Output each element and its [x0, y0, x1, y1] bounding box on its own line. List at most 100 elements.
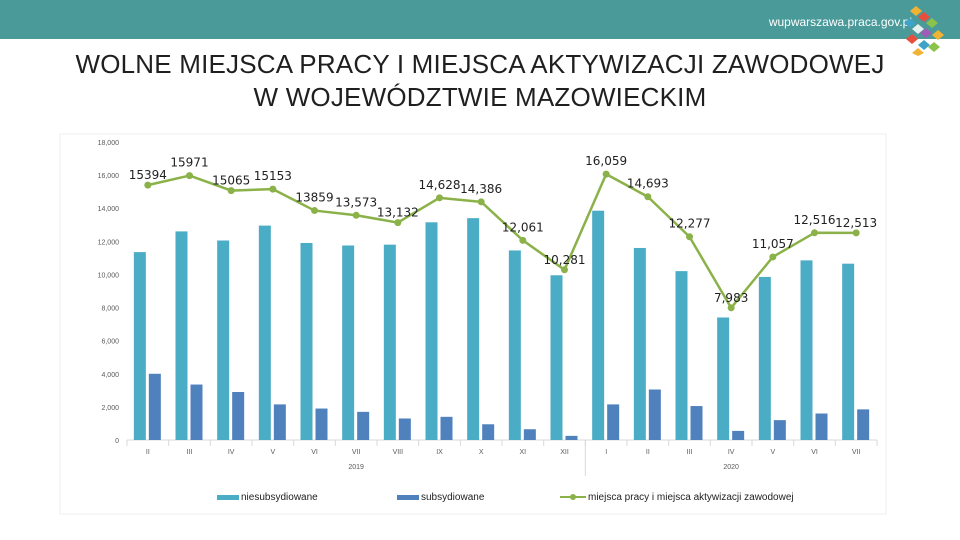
data-label: 10,281 [544, 253, 586, 267]
page-title: WOLNE MIEJSCA PRACY I MIEJSCA AKTYWIZACJ… [70, 48, 890, 114]
legend-swatch-miejsca [560, 493, 586, 501]
x-tick-label: V [270, 449, 275, 456]
bar-niesubsydiowane [300, 242, 313, 440]
line-point [811, 229, 818, 237]
data-label: 15065 [212, 174, 250, 188]
data-label: 15153 [254, 169, 292, 183]
x-tick-label: VIII [393, 449, 404, 456]
data-label: 15394 [129, 168, 167, 182]
data-label: 12,061 [502, 220, 544, 234]
line-point [436, 194, 443, 202]
y-tick-label: 6,000 [101, 339, 119, 346]
group-label: 2019 [348, 464, 364, 471]
data-label: 12,516 [794, 213, 836, 227]
y-tick-label: 8,000 [101, 306, 119, 313]
legend-swatch-subsydiowane [397, 494, 419, 500]
data-label: 12,513 [835, 216, 877, 230]
x-tick-label: V [770, 449, 775, 456]
data-label: 14,386 [460, 182, 502, 196]
bar-subsydiowane [773, 420, 786, 440]
bar-niesubsydiowane [258, 225, 271, 440]
line-point [519, 236, 527, 244]
bar-subsydiowane [482, 424, 495, 440]
bar-niesubsydiowane [633, 247, 646, 440]
header-bar: wupwarszawa.praca.gov.pl [0, 0, 960, 39]
bar-subsydiowane [523, 429, 536, 440]
line-point [227, 187, 235, 195]
site-url[interactable]: wupwarszawa.praca.gov.pl [768, 15, 912, 29]
data-label: 13,573 [335, 195, 377, 209]
data-label: 12,277 [669, 217, 711, 231]
x-tick-label: III [187, 449, 193, 456]
x-tick-label: VI [311, 449, 318, 456]
bar-niesubsydiowane [467, 218, 480, 440]
line-point [144, 181, 152, 189]
data-label: 16,059 [585, 154, 627, 168]
line-point [561, 266, 568, 274]
x-tick-label: VII [852, 449, 861, 456]
legend-item-miejsca: miejsca pracy i miejsca aktywizacji zawo… [560, 489, 794, 505]
y-tick-label: 0 [115, 438, 119, 445]
group-label: 2020 [723, 464, 739, 471]
line-point [477, 198, 485, 206]
logo-icon [904, 6, 944, 56]
line-point [769, 253, 777, 261]
data-label: 11,057 [752, 237, 794, 251]
bar-subsydiowane [648, 389, 661, 440]
x-tick-label: II [646, 449, 650, 456]
bar-subsydiowane [148, 373, 161, 440]
line-point [727, 304, 735, 312]
line-point [644, 193, 652, 201]
bar-niesubsydiowane [342, 245, 355, 440]
bar-subsydiowane [273, 404, 286, 440]
bar-subsydiowane [440, 416, 453, 440]
legend-label-miejsca: miejsca pracy i miejsca aktywizacji zawo… [588, 491, 794, 503]
x-tick-label: IV [728, 449, 735, 456]
x-tick-label: VI [811, 449, 818, 456]
x-tick-label: IX [436, 449, 443, 456]
bar-niesubsydiowane [842, 263, 855, 440]
data-label: 14,628 [419, 178, 461, 192]
x-tick-label: X [479, 449, 484, 456]
bar-niesubsydiowane [175, 231, 188, 440]
title-line-1: WOLNE MIEJSCA PRACY I MIEJSCA AKTYWIZACJ… [75, 49, 885, 79]
bar-niesubsydiowane [133, 252, 146, 440]
data-label: 14,693 [627, 177, 669, 191]
bar-niesubsydiowane [217, 240, 230, 440]
bar-subsydiowane [357, 411, 370, 440]
line-point [186, 172, 193, 180]
x-tick-label: XI [520, 449, 527, 456]
x-tick-label: III [687, 449, 693, 456]
line-point [269, 185, 277, 193]
bar-niesubsydiowane [425, 222, 438, 440]
bar-niesubsydiowane [383, 244, 396, 440]
bar-subsydiowane [732, 430, 745, 440]
line-point [352, 211, 360, 219]
data-label: 13,132 [377, 206, 419, 220]
bar-subsydiowane [565, 435, 578, 440]
line-series-miejsca [147, 172, 857, 310]
bar-niesubsydiowane [758, 276, 771, 440]
legend-label-niesubsydiowane: niesubsydiowane [241, 491, 318, 503]
data-label: 13859 [295, 191, 333, 205]
y-tick-label: 18,000 [98, 140, 120, 147]
y-tick-label: 16,000 [98, 173, 120, 180]
bar-niesubsydiowane [592, 210, 605, 440]
line-point [852, 229, 860, 237]
line-point [394, 219, 402, 227]
bar-subsydiowane [232, 391, 245, 440]
x-tick-label: II [146, 449, 150, 456]
legend-item-subsydiowane: subsydiowane [397, 489, 484, 505]
data-label: 7,983 [714, 291, 748, 305]
y-tick-label: 12,000 [98, 239, 120, 246]
x-tick-label: IV [228, 449, 235, 456]
title-line-2: W WOJEWÓDZTWIE MAZOWIECKIM [253, 82, 707, 112]
line-point [686, 233, 693, 241]
bar-subsydiowane [857, 409, 870, 440]
bar-subsydiowane [398, 418, 411, 440]
bar-niesubsydiowane [800, 260, 813, 440]
bar-niesubsydiowane [675, 271, 688, 440]
bar-subsydiowane [607, 404, 620, 440]
legend-label-subsydiowane: subsydiowane [421, 491, 485, 503]
bar-subsydiowane [190, 384, 203, 440]
